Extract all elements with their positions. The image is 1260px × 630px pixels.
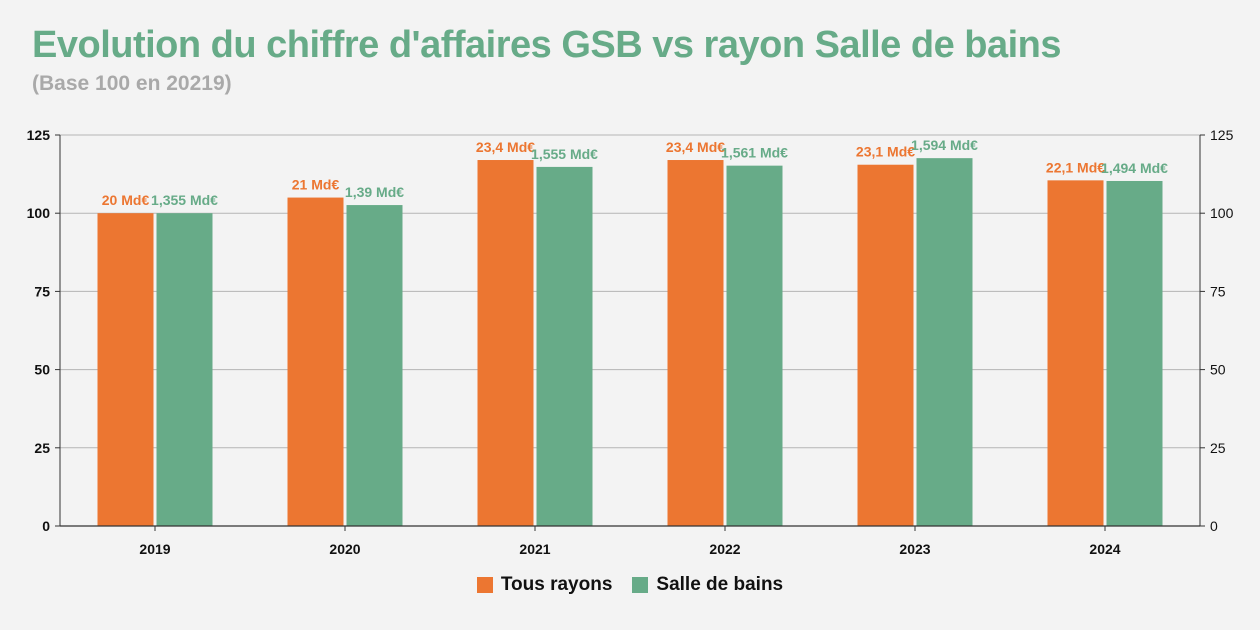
y-tick-label-right: 25	[1210, 440, 1226, 456]
x-tick-label: 2023	[899, 541, 930, 557]
x-tick-label: 2021	[519, 541, 550, 557]
y-tick-label-right: 125	[1210, 127, 1234, 143]
bars	[97, 158, 1163, 527]
bar-tous-rayons	[1047, 180, 1104, 526]
bar-salle-de-bains	[156, 213, 213, 526]
y-tick-label-right: 100	[1210, 205, 1234, 221]
data-label: 1,555 Md€	[531, 146, 598, 162]
x-tick-label: 2022	[709, 541, 740, 557]
data-label: 22,1 Md€	[1046, 159, 1105, 175]
data-label: 1,594 Md€	[911, 137, 978, 153]
y-tick-label-left: 125	[27, 127, 51, 143]
bar-salle-de-bains	[346, 205, 403, 526]
y-tick-label-right: 0	[1210, 518, 1218, 534]
data-label: 1,355 Md€	[151, 192, 218, 208]
legend-label-tous-rayons: Tous rayons	[500, 574, 613, 595]
axes: 0 0 25 25 50 50 75 75 100 100 125 125 2019 2020 2021 20…	[27, 127, 1234, 557]
legend-label-salle-de-bains: Salle de bains	[656, 574, 784, 595]
data-label: 1,494 Md€	[1101, 160, 1168, 176]
bar-tous-rayons	[857, 164, 914, 526]
x-tick-label: 2019	[139, 541, 170, 557]
chart-title: Evolution du chiffre d'affaires GSB vs r…	[32, 24, 1062, 66]
legend-item-salle-de-bains: Salle de bains	[632, 574, 783, 596]
legend-item-tous-rayons: Tous rayons	[476, 574, 613, 596]
y-tick-label-left: 75	[34, 283, 50, 299]
bar-salle-de-bains	[726, 165, 783, 526]
y-tick-label-right: 50	[1210, 362, 1226, 378]
bar-salle-de-bains	[1106, 180, 1163, 526]
y-tick-label-left: 50	[34, 362, 50, 378]
data-label: 23,4 Md€	[476, 139, 535, 155]
y-tick-label-left: 0	[42, 518, 50, 534]
legend-swatch-salle-de-bains	[632, 577, 649, 593]
data-label: 1,39 Md€	[345, 184, 404, 200]
grid-lines	[60, 134, 1200, 449]
y-tick-label-left: 25	[34, 440, 50, 456]
bar-salle-de-bains	[916, 158, 973, 526]
data-label: 23,4 Md€	[666, 139, 725, 155]
legend-swatch-tous-rayons	[476, 577, 493, 593]
y-tick-label-right: 75	[1210, 283, 1226, 299]
data-label: 20 Md€	[102, 192, 150, 208]
bar-salle-de-bains	[536, 166, 593, 527]
bar-tous-rayons	[97, 213, 154, 526]
x-tick-label: 2024	[1089, 541, 1120, 557]
bar-tous-rayons	[667, 160, 724, 527]
legend: Tous rayons Salle de bains	[0, 574, 1260, 596]
bar-tous-rayons	[287, 197, 344, 526]
y-tick-label-left: 100	[27, 205, 51, 221]
data-label: 21 Md€	[292, 177, 340, 193]
bar-tous-rayons	[477, 160, 534, 527]
data-labels: 20 Md€ 1,355 Md€21 Md€ 1,39 Md€23,4 Md€1,5…	[102, 137, 1168, 208]
x-tick-label: 2020	[329, 541, 360, 557]
data-label: 1,561 Md€	[721, 145, 788, 161]
data-label: 23,1 Md€	[856, 144, 915, 160]
chart-subtitle: (Base 100 en 20219)	[32, 72, 232, 95]
